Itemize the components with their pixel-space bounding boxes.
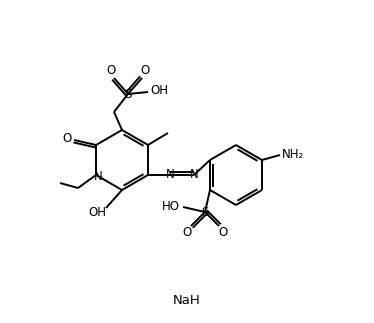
Text: NaH: NaH bbox=[173, 295, 201, 307]
Text: S: S bbox=[124, 88, 132, 100]
Text: OH: OH bbox=[88, 206, 106, 220]
Text: O: O bbox=[106, 65, 116, 78]
Text: O: O bbox=[218, 226, 228, 239]
Text: OH: OH bbox=[150, 85, 168, 98]
Text: S: S bbox=[201, 205, 209, 218]
Text: N: N bbox=[166, 168, 174, 181]
Text: O: O bbox=[183, 226, 191, 239]
Text: NH₂: NH₂ bbox=[282, 148, 304, 161]
Text: HO: HO bbox=[162, 200, 180, 213]
Text: O: O bbox=[140, 65, 150, 78]
Text: O: O bbox=[62, 132, 72, 145]
Text: N: N bbox=[94, 170, 102, 182]
Text: N: N bbox=[190, 168, 198, 181]
